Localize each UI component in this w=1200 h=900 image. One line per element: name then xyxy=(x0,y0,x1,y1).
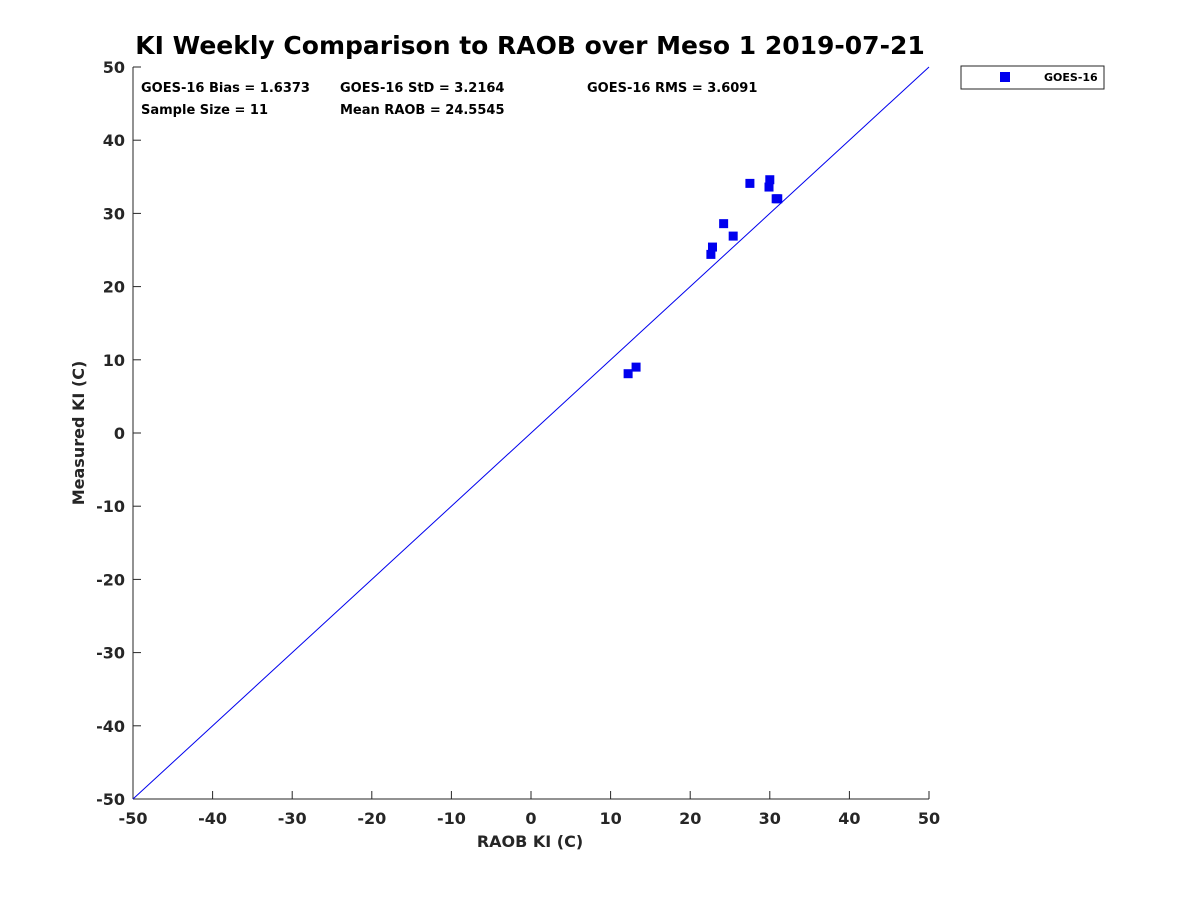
data-point xyxy=(631,362,641,372)
x-tick-label: -30 xyxy=(278,809,307,828)
x-tick-label: -20 xyxy=(357,809,386,828)
y-tick-label: -50 xyxy=(96,790,125,809)
stat-mean-raob: Mean RAOB = 24.5545 xyxy=(340,103,505,118)
data-point xyxy=(765,175,775,185)
x-tick-label: -50 xyxy=(119,809,148,828)
y-tick-label: 30 xyxy=(103,204,125,223)
one-to-one-line xyxy=(132,66,930,800)
y-tick-label: -30 xyxy=(96,644,125,663)
y-tick-label: 20 xyxy=(103,278,125,297)
data-point xyxy=(728,231,738,241)
stat-rms: GOES-16 RMS = 3.6091 xyxy=(587,81,757,96)
chart-title: KI Weekly Comparison to RAOB over Meso 1… xyxy=(135,31,924,60)
y-tick-label: 0 xyxy=(114,424,125,443)
data-point xyxy=(706,249,716,259)
legend: GOES-16 xyxy=(960,65,1105,90)
stat-sample-size: Sample Size = 11 xyxy=(141,103,268,118)
x-tick-label: 30 xyxy=(759,809,781,828)
x-tick-label: 20 xyxy=(679,809,701,828)
x-tick-label: 40 xyxy=(838,809,860,828)
y-tick-label: 40 xyxy=(103,131,125,150)
x-tick-label: 10 xyxy=(599,809,621,828)
legend-box xyxy=(960,65,1105,90)
stat-std: GOES-16 StD = 3.2164 xyxy=(340,81,504,96)
plot-area: -50 -40 -30 -20 -10 0 10 20 30 40 50 -50 -40 -30 -20 -1… xyxy=(96,58,940,828)
y-tick-label: -10 xyxy=(96,497,125,516)
x-tick-label: -40 xyxy=(198,809,227,828)
x-tick-label: -10 xyxy=(437,809,466,828)
legend-marker xyxy=(1000,72,1010,82)
data-point xyxy=(623,369,633,379)
x-axis-label: RAOB KI (C) xyxy=(477,832,583,851)
y-tick-label: -20 xyxy=(96,570,125,589)
y-tick-label: -40 xyxy=(96,717,125,736)
x-tick-label: 0 xyxy=(525,809,536,828)
y-axis-label: Measured KI (C) xyxy=(69,361,88,506)
data-point xyxy=(719,219,729,229)
y-tick-label: 10 xyxy=(103,351,125,370)
stat-bias: GOES-16 Bias = 1.6373 xyxy=(141,81,310,96)
data-point xyxy=(745,178,755,188)
x-tick-label: 50 xyxy=(918,809,940,828)
legend-label: GOES-16 xyxy=(1044,71,1098,84)
data-point xyxy=(764,182,774,192)
y-tick-label: 50 xyxy=(103,58,125,77)
data-point xyxy=(707,242,717,252)
stats-block: GOES-16 Bias = 1.6373 GOES-16 StD = 3.21… xyxy=(141,81,757,118)
data-point xyxy=(773,194,783,204)
